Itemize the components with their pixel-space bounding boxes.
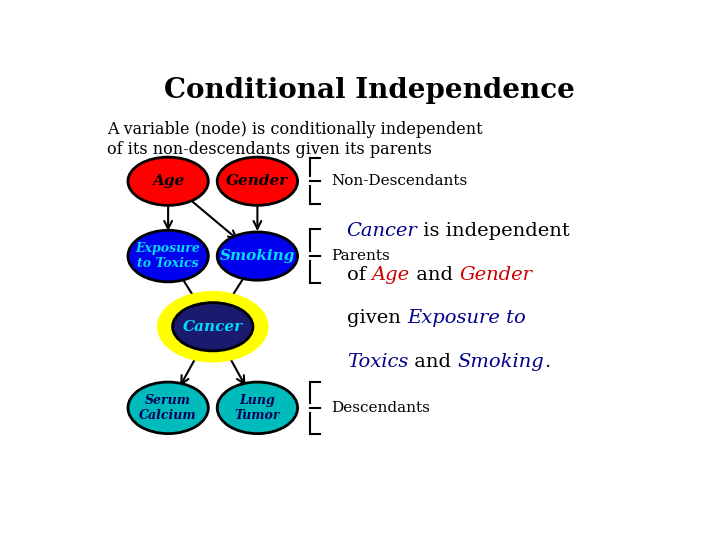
- Text: Parents: Parents: [332, 249, 390, 263]
- Ellipse shape: [217, 157, 297, 205]
- Text: Toxics: Toxics: [347, 353, 408, 371]
- Text: .: .: [544, 353, 550, 371]
- Text: Conditional Independence: Conditional Independence: [163, 77, 575, 104]
- Ellipse shape: [217, 382, 297, 434]
- Text: of: of: [347, 266, 372, 284]
- Ellipse shape: [128, 157, 208, 205]
- Text: and: and: [408, 353, 457, 371]
- Text: Exposure
to Toxics: Exposure to Toxics: [135, 242, 201, 270]
- Ellipse shape: [173, 302, 253, 351]
- Text: Cancer: Cancer: [347, 222, 418, 240]
- Text: Lung
Tumor: Lung Tumor: [235, 394, 280, 422]
- Text: Exposure to: Exposure to: [407, 309, 526, 327]
- Text: Smoking: Smoking: [220, 249, 295, 263]
- Text: Cancer: Cancer: [183, 320, 243, 334]
- Text: Gender: Gender: [459, 266, 532, 284]
- Text: is independent: is independent: [418, 222, 570, 240]
- Text: and: and: [410, 266, 459, 284]
- Text: Gender: Gender: [226, 174, 289, 188]
- Ellipse shape: [128, 230, 208, 282]
- Text: Descendants: Descendants: [332, 401, 431, 415]
- Text: Age: Age: [372, 266, 410, 284]
- Text: given: given: [347, 309, 407, 327]
- Text: A variable (node) is conditionally independent
of its non-descendants given its : A variable (node) is conditionally indep…: [107, 121, 482, 158]
- Text: Serum
Calcium: Serum Calcium: [139, 394, 197, 422]
- Ellipse shape: [217, 232, 297, 280]
- Text: Non-Descendants: Non-Descendants: [332, 174, 468, 188]
- Text: Smoking: Smoking: [457, 353, 544, 371]
- Text: Age: Age: [152, 174, 184, 188]
- Ellipse shape: [157, 291, 269, 362]
- Ellipse shape: [128, 382, 208, 434]
